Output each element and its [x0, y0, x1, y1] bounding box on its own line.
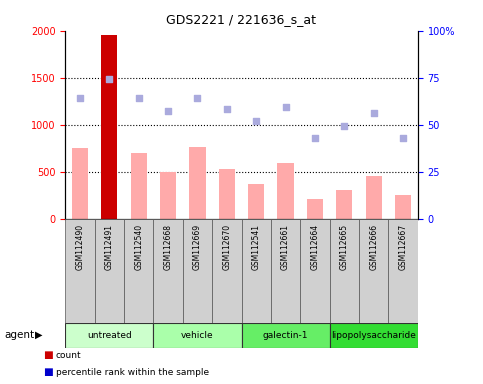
Bar [154, 323, 242, 348]
Point [341, 122, 348, 129]
Bar [307, 199, 323, 219]
Text: lipopolysaccharide: lipopolysaccharide [331, 331, 416, 339]
Text: vehicle: vehicle [181, 331, 214, 339]
Point [164, 108, 172, 114]
Point [194, 95, 201, 101]
Bar [300, 219, 329, 323]
Text: GSM112541: GSM112541 [252, 224, 261, 270]
Text: GSM112665: GSM112665 [340, 224, 349, 270]
Point [223, 106, 231, 112]
Bar [212, 219, 242, 323]
Bar [65, 323, 154, 348]
Point [311, 135, 319, 141]
Text: galectin-1: galectin-1 [263, 331, 308, 339]
Point [76, 95, 84, 101]
Bar [219, 169, 235, 219]
Text: ■: ■ [43, 367, 53, 377]
Bar [130, 153, 147, 219]
Text: agent: agent [5, 330, 35, 340]
Bar [278, 163, 294, 219]
Bar [95, 219, 124, 323]
Bar [101, 35, 117, 219]
Bar [183, 219, 212, 323]
Bar [395, 195, 411, 219]
Text: percentile rank within the sample: percentile rank within the sample [56, 368, 209, 377]
Bar [329, 219, 359, 323]
Text: GSM112491: GSM112491 [105, 224, 114, 270]
Bar [388, 219, 418, 323]
Point [252, 118, 260, 124]
Bar [248, 184, 264, 219]
Text: count: count [56, 351, 81, 360]
Text: GSM112666: GSM112666 [369, 224, 378, 270]
Point [399, 135, 407, 141]
Bar [189, 147, 205, 219]
Bar [124, 219, 154, 323]
Bar [271, 219, 300, 323]
Text: ▶: ▶ [35, 330, 43, 340]
Text: GSM112661: GSM112661 [281, 224, 290, 270]
Point [370, 109, 378, 116]
Bar [336, 190, 353, 219]
Point [282, 104, 289, 110]
Bar [154, 219, 183, 323]
Bar [329, 323, 418, 348]
Text: GDS2221 / 221636_s_at: GDS2221 / 221636_s_at [167, 13, 316, 26]
Bar [72, 148, 88, 219]
Point [105, 76, 113, 82]
Bar [160, 172, 176, 219]
Text: GSM112664: GSM112664 [311, 224, 319, 270]
Text: GSM112670: GSM112670 [222, 224, 231, 270]
Bar [242, 323, 330, 348]
Bar [65, 219, 95, 323]
Bar [242, 219, 271, 323]
Text: GSM112668: GSM112668 [164, 224, 172, 270]
Point [135, 95, 142, 101]
Bar [366, 175, 382, 219]
Text: ■: ■ [43, 350, 53, 360]
Text: GSM112669: GSM112669 [193, 224, 202, 270]
Bar [359, 219, 388, 323]
Text: GSM112540: GSM112540 [134, 224, 143, 270]
Text: GSM112490: GSM112490 [75, 224, 85, 270]
Text: untreated: untreated [87, 331, 132, 339]
Text: GSM112667: GSM112667 [398, 224, 408, 270]
